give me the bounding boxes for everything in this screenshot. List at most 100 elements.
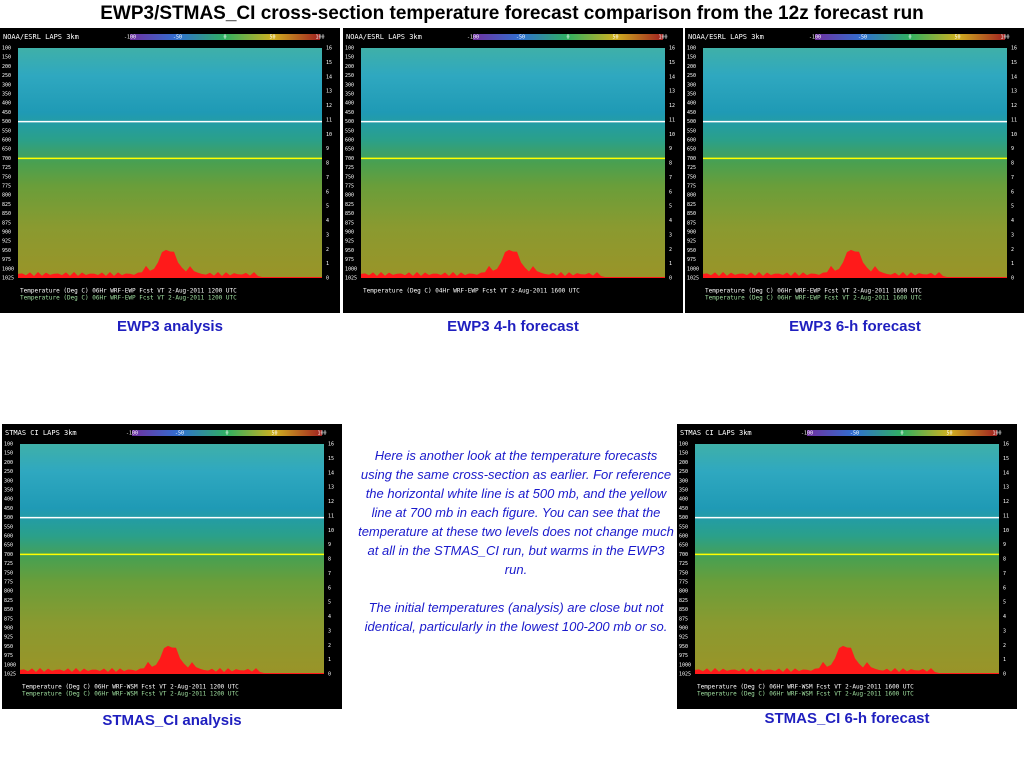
height-label: 0 xyxy=(1003,672,1006,678)
pressure-label: 550 xyxy=(679,524,688,530)
pressure-label: 1000 xyxy=(2,266,14,272)
cross-section: STMAS CI LAPS 3km -100 -50 0 50 100 100 150 200 2… xyxy=(2,424,342,709)
pressure-label: 725 xyxy=(4,561,13,567)
pressure-label: 900 xyxy=(687,230,696,236)
pressure-label: 950 xyxy=(345,248,354,254)
plot: STMAS CI LAPS 3km -100 -50 0 50 1001001502002… xyxy=(4,429,334,698)
colorbar-label: 0 xyxy=(223,35,226,41)
panel-header: STMAS CI LAPS 3km xyxy=(5,429,77,437)
temperature-field xyxy=(18,48,322,278)
pressure-label: 1025 xyxy=(687,276,699,282)
pressure-label: 500 xyxy=(345,119,354,125)
pressure-label: 875 xyxy=(4,616,13,622)
height-label: 1 xyxy=(328,657,331,663)
colorbar xyxy=(130,34,320,40)
height-label: 9 xyxy=(1011,146,1014,152)
colorbar-label: -100 xyxy=(801,431,813,437)
pressure-label: 725 xyxy=(2,165,11,171)
pressure-label: 400 xyxy=(345,101,354,107)
pressure-label: 650 xyxy=(4,543,13,549)
height-label: 14 xyxy=(1011,74,1017,80)
pressure-label: 750 xyxy=(2,174,11,180)
height-label: 16 xyxy=(1011,46,1017,52)
height-label: 8 xyxy=(326,161,329,167)
pressure-label: 150 xyxy=(2,55,11,61)
temperature-field xyxy=(20,444,324,674)
pressure-label: 650 xyxy=(2,147,11,153)
height-label: 7 xyxy=(326,175,329,181)
pressure-label: 200 xyxy=(4,460,13,466)
pressure-label: 925 xyxy=(2,239,11,245)
pressure-label: 700 xyxy=(679,552,688,558)
height-label: 0 xyxy=(328,672,331,678)
slide-title: EWP3/STMAS_CI cross-section temperature … xyxy=(100,3,924,24)
pressure-label: 1025 xyxy=(2,276,14,282)
pressure-label: 600 xyxy=(687,138,696,144)
colorbar-label: 0 xyxy=(225,431,228,437)
height-label: 14 xyxy=(326,74,332,80)
height-label: 13 xyxy=(326,89,332,95)
pressure-label: 850 xyxy=(345,211,354,217)
pressure-label: 825 xyxy=(2,202,11,208)
footer-label: Temperature (Deg C) 06Hr WRF-WSM Fcst VT… xyxy=(22,691,239,698)
height-label: 9 xyxy=(1003,542,1006,548)
height-label: 14 xyxy=(669,74,675,80)
colorbar-label: -50 xyxy=(850,431,859,437)
pressure-label: 775 xyxy=(4,580,13,586)
pressure-label: 800 xyxy=(2,193,11,199)
pressure-label: 350 xyxy=(679,488,688,494)
height-label: 15 xyxy=(1011,60,1017,66)
cross-section: NOAA/ESRL LAPS 3km -100 -50 0 50 100 100 150 200… xyxy=(343,28,683,313)
colorbar-label: -100 xyxy=(124,35,136,41)
height-label: 10 xyxy=(669,132,675,138)
pressure-label: 200 xyxy=(2,64,11,70)
pressure-label: 875 xyxy=(345,220,354,226)
height-label: 8 xyxy=(669,161,672,167)
pressure-label: 825 xyxy=(4,598,13,604)
plot: NOAA/ESRL LAPS 3km -100 -50 0 50 100100150200… xyxy=(687,33,1017,302)
height-label: 15 xyxy=(328,456,334,462)
height-label: 5 xyxy=(1011,204,1014,210)
pressure-label: 350 xyxy=(4,488,13,494)
height-label: 14 xyxy=(1003,470,1009,476)
height-label: 1 xyxy=(1011,261,1014,267)
pressure-label: 750 xyxy=(679,570,688,576)
pressure-label: 250 xyxy=(679,469,688,475)
pressure-label: 975 xyxy=(345,257,354,263)
pressure-label: 150 xyxy=(345,55,354,61)
caption: STMAS_CI 6-h forecast xyxy=(764,710,930,727)
pressure-label: 100 xyxy=(4,442,13,448)
pressure-label: 800 xyxy=(4,589,13,595)
colorbar-label: -50 xyxy=(175,431,184,437)
footer-label: Temperature (Deg C) 06Hr WRF-WSM Fcst VT… xyxy=(697,684,914,691)
pressure-label: 825 xyxy=(345,202,354,208)
terrain xyxy=(703,249,1007,278)
height-label: 5 xyxy=(326,204,329,210)
height-label: 12 xyxy=(1011,103,1017,109)
height-label: 11 xyxy=(1011,117,1017,123)
colorbar-label: 50 xyxy=(946,431,952,437)
pressure-label: 900 xyxy=(345,230,354,236)
plot: NOAA/ESRL LAPS 3km -100 -50 0 50 100100150200… xyxy=(2,33,332,302)
colorbar-label: 50 xyxy=(269,35,275,41)
footer-label: Temperature (Deg C) 06Hr WRF-WSM Fcst VT… xyxy=(697,691,914,698)
pressure-label: 100 xyxy=(679,442,688,448)
pressure-label: 925 xyxy=(679,635,688,641)
height-label: 15 xyxy=(326,60,332,66)
height-label: 12 xyxy=(669,103,675,109)
pressure-label: 925 xyxy=(687,239,696,245)
pressure-label: 700 xyxy=(687,156,696,162)
pressure-label: 700 xyxy=(345,156,354,162)
pressure-label: 1000 xyxy=(687,266,699,272)
pressure-label: 1025 xyxy=(679,672,691,678)
caption: EWP3 6-h forecast xyxy=(789,318,921,335)
pressure-label: 825 xyxy=(687,202,696,208)
pressure-label: 400 xyxy=(4,497,13,503)
height-label: 13 xyxy=(328,485,334,491)
height-label: 6 xyxy=(1003,585,1006,591)
paragraph: Here is another look at the temperature … xyxy=(358,448,674,577)
height-label: 2 xyxy=(1011,247,1014,253)
colorbar-label: -100 xyxy=(467,35,479,41)
colorbar xyxy=(473,34,663,40)
